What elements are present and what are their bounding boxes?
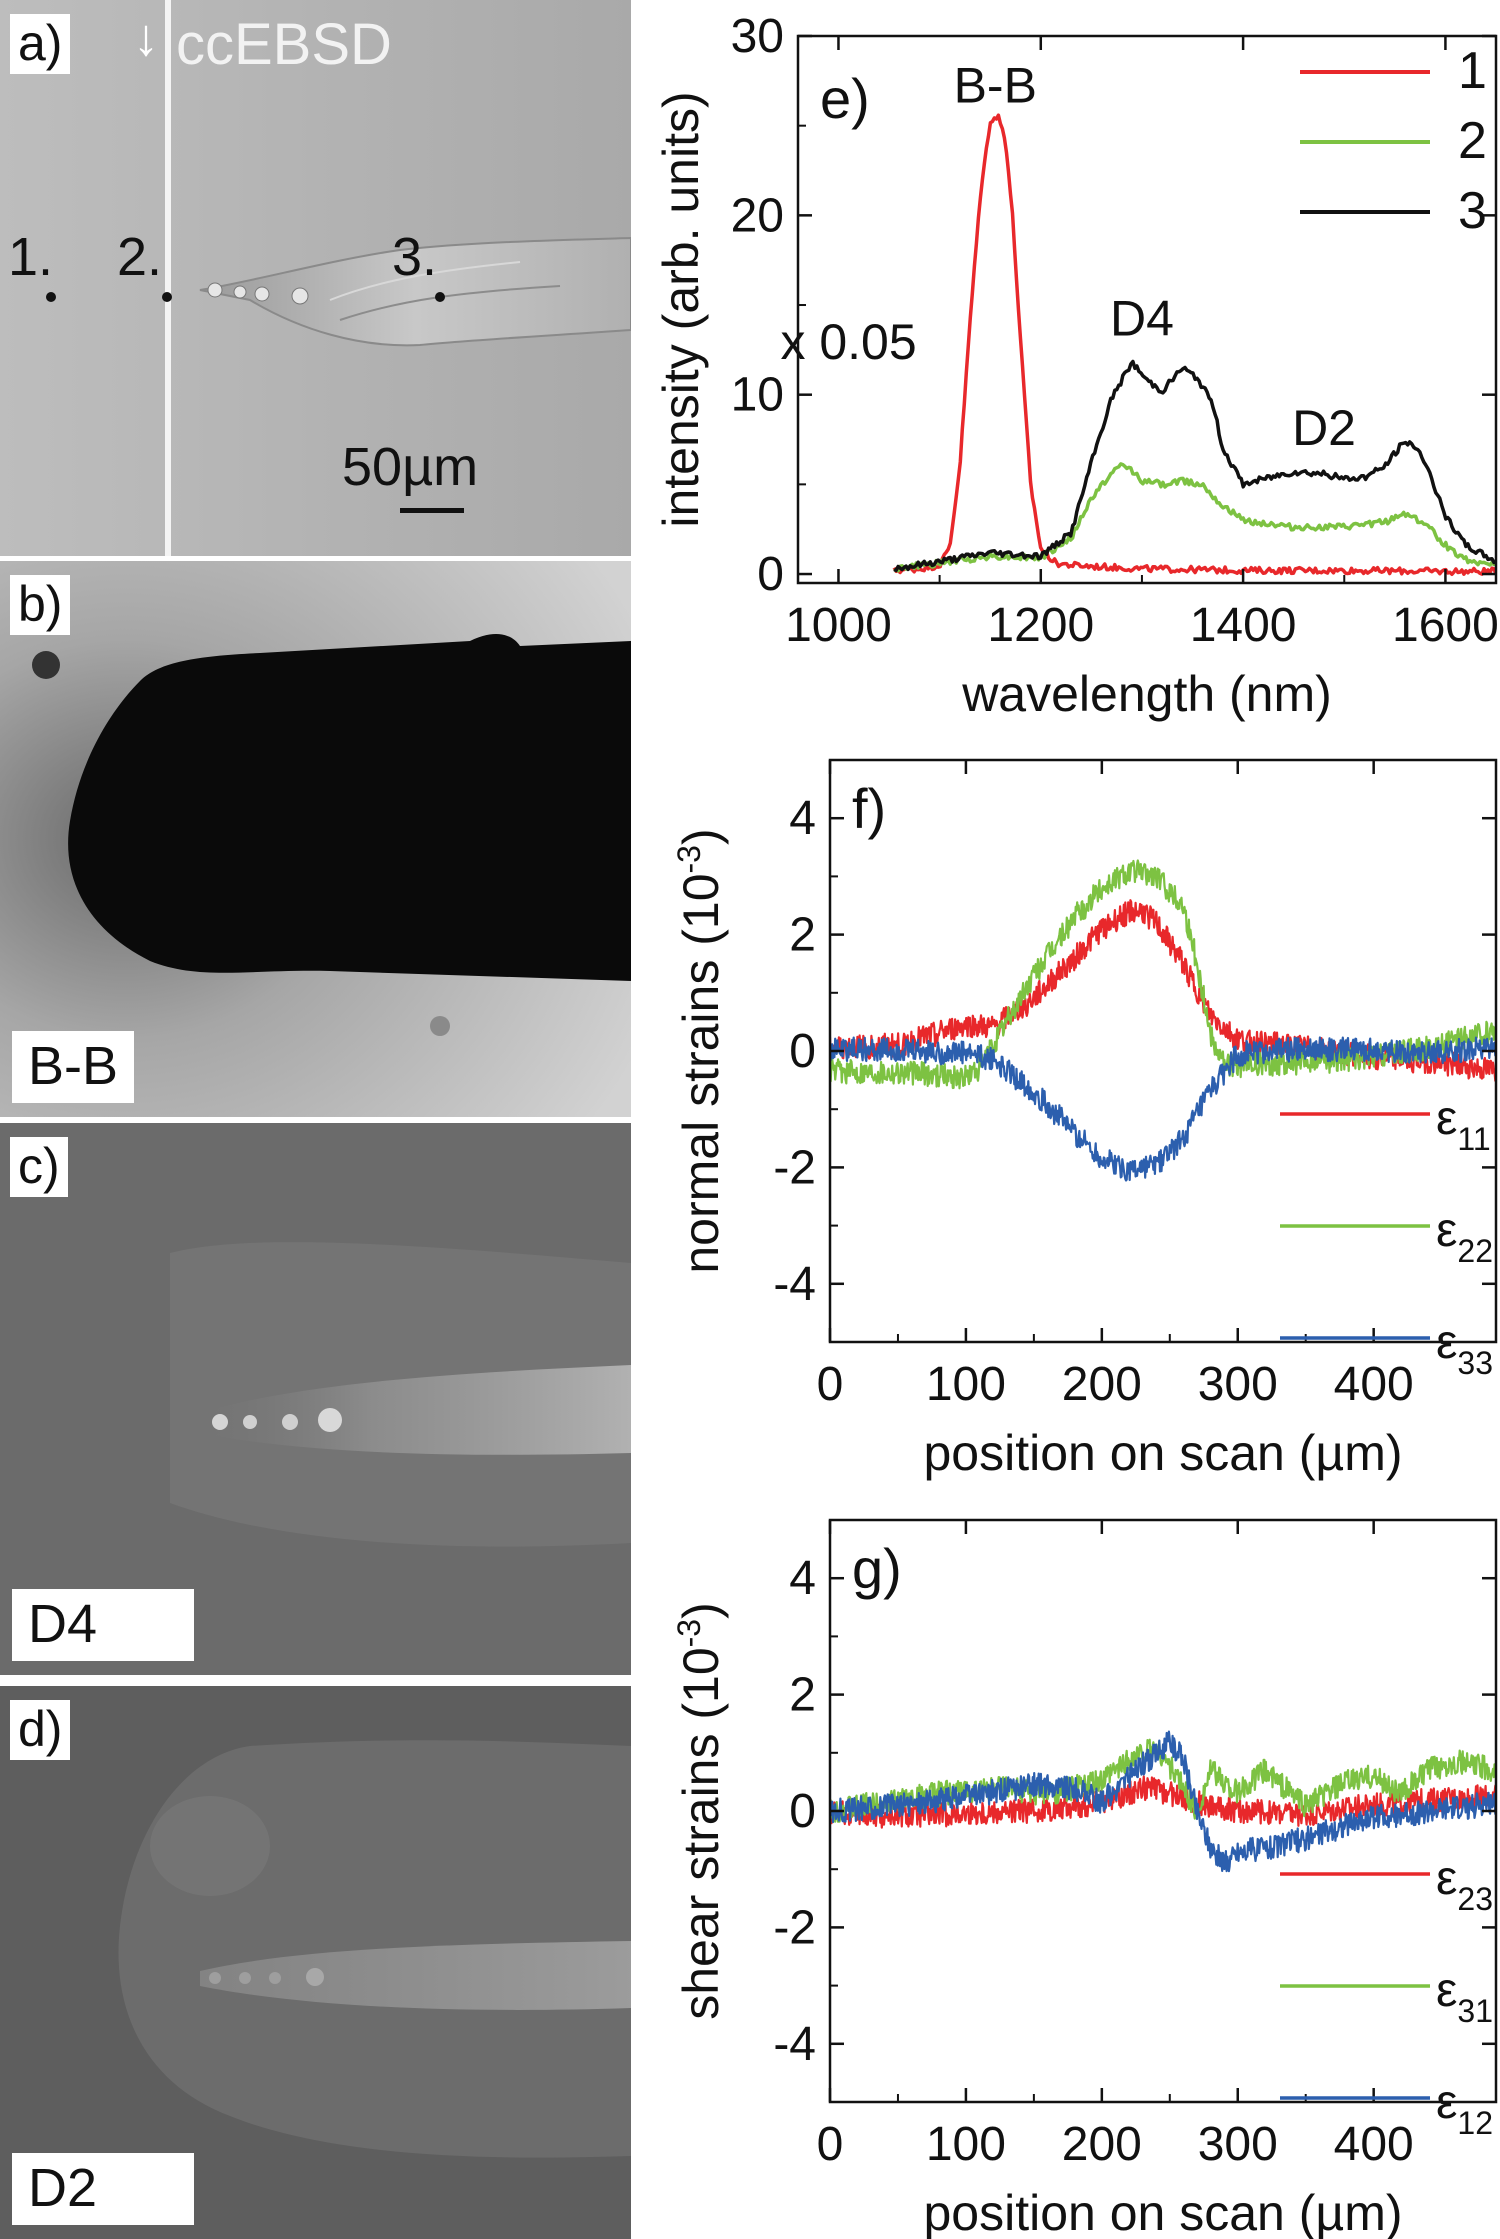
chart-g-ytick-label: 0 bbox=[789, 1785, 816, 1838]
scale-bar bbox=[400, 508, 464, 513]
chart-g-ytick-label: 2 bbox=[789, 1669, 816, 1722]
point-1-label: 1. bbox=[8, 227, 54, 287]
panel-d-tag: D2 bbox=[12, 2153, 194, 2225]
chart-g-series-ε12 bbox=[830, 1730, 1496, 1873]
chart-f: 0 100 200 300 400 -4 -2 0 2 4 position on scan (µm… bbox=[671, 758, 1498, 1481]
d2-glow bbox=[200, 1941, 631, 2010]
chart-g-xtick-label: 100 bbox=[926, 2118, 1006, 2171]
chart-f-ytick-label: 4 bbox=[789, 792, 816, 845]
indent-crack bbox=[199, 236, 631, 347]
chart-f-legend-label-1: ε22 bbox=[1436, 1204, 1493, 1269]
chart-g-series-group bbox=[830, 1730, 1496, 1873]
bb-cl-image bbox=[0, 561, 631, 1117]
chart-g-xlabel: position on scan (µm) bbox=[923, 2185, 1402, 2239]
chart-e-xtick-label: 1200 bbox=[987, 599, 1094, 652]
d4-cl-image bbox=[0, 1123, 631, 1675]
panel-c-label: c) bbox=[10, 1137, 68, 1197]
chart-e-annotation-2: D4 bbox=[1110, 291, 1174, 347]
chart-e-annotation-1: x 0.05 bbox=[780, 314, 916, 370]
chart-g: 0 100 200 300 400 -4 -2 0 2 4 position on scan (µm… bbox=[671, 1518, 1498, 2239]
chart-f-xtick-label: 300 bbox=[1198, 1358, 1278, 1411]
chart-e: 1000 1200 1400 1600 0 10 20 30 wavelength (nm) in… bbox=[653, 10, 1499, 722]
point-1-marker bbox=[46, 292, 56, 302]
panel-c-tag: D4 bbox=[12, 1589, 194, 1661]
chart-f-legend-label-0: ε11 bbox=[1436, 1092, 1491, 1157]
chart-f-xtick-label: 0 bbox=[817, 1358, 844, 1411]
ccebsd-label: ccEBSD bbox=[176, 12, 392, 77]
panel-a-label: a) bbox=[10, 14, 71, 74]
chart-f-xtick-label: 100 bbox=[926, 1358, 1006, 1411]
point-3-marker bbox=[435, 292, 445, 302]
chart-f-xlabel: position on scan (µm) bbox=[923, 1425, 1402, 1481]
chart-e-ytick-label: 0 bbox=[757, 548, 784, 601]
chart-e-series-3 bbox=[893, 359, 1496, 573]
chart-e-ylabel: intensity (arb. units) bbox=[653, 91, 709, 527]
chart-g-series-ε31 bbox=[830, 1738, 1496, 1823]
chart-g-legend-label-1: ε31 bbox=[1436, 1964, 1493, 2029]
chart-g-panel-label: g) bbox=[852, 1537, 902, 1600]
panel-b-tag: B-B bbox=[12, 1031, 135, 1103]
panel-a: a) ↓ ccEBSD 1. 2. 3. 50µm bbox=[0, 0, 631, 556]
chart-f-ytick-label: 2 bbox=[789, 909, 816, 962]
chart-e-legend-label-1: 1 bbox=[1458, 42, 1487, 100]
chart-f-ytick-label: 0 bbox=[789, 1025, 816, 1078]
panel-d: d) D2 bbox=[0, 1686, 631, 2239]
chart-e-series-2 bbox=[893, 462, 1496, 573]
chart-g-xtick-label: 0 bbox=[817, 2118, 844, 2171]
chart-f-ytick-label: -2 bbox=[773, 1141, 816, 1194]
chart-e-xlabel: wavelength (nm) bbox=[961, 666, 1332, 722]
chart-f-xtick-label: 200 bbox=[1062, 1358, 1142, 1411]
chart-e-legend-label-2: 2 bbox=[1458, 112, 1487, 170]
down-arrow-icon: ↓ bbox=[133, 9, 159, 67]
chart-f-legend-label-2: ε33 bbox=[1436, 1316, 1493, 1381]
chart-e-xtick-label: 1000 bbox=[785, 599, 892, 652]
point-2-label: 2. bbox=[117, 227, 163, 287]
chart-f-panel-label: f) bbox=[852, 777, 886, 840]
chart-e-ytick-label: 20 bbox=[731, 189, 784, 242]
chart-g-legend-label-2: ε12 bbox=[1436, 2076, 1493, 2141]
chart-f-ytick-label: -4 bbox=[773, 1258, 816, 1311]
chart-g-ytick-label: -4 bbox=[773, 2018, 816, 2071]
chart-g-legend-label-0: ε23 bbox=[1436, 1852, 1493, 1917]
chart-f-series-ε33 bbox=[830, 1036, 1496, 1182]
chart-g-xtick-label: 200 bbox=[1062, 2118, 1142, 2171]
chart-f-series-group bbox=[830, 859, 1496, 1182]
chart-e-frame bbox=[796, 34, 1498, 585]
chart-e-legend-label-3: 3 bbox=[1458, 182, 1487, 240]
chart-g-ytick-label: -2 bbox=[773, 1901, 816, 1954]
chart-e-series-group bbox=[892, 113, 1496, 577]
point-3-label: 3. bbox=[392, 227, 438, 287]
sem-image bbox=[0, 0, 631, 556]
chart-e-ytick-label: 30 bbox=[731, 10, 784, 63]
bb-dark-region bbox=[68, 634, 631, 981]
chart-e-xtick-label: 1600 bbox=[1392, 599, 1499, 652]
panel-b-label: b) bbox=[10, 575, 71, 635]
chart-g-xtick-label: 300 bbox=[1198, 2118, 1278, 2171]
chart-f-xtick-label: 400 bbox=[1334, 1358, 1414, 1411]
scale-bar-label: 50µm bbox=[342, 437, 479, 497]
d4-glow bbox=[200, 1365, 631, 1455]
chart-e-series-1 bbox=[892, 113, 1496, 577]
chart-e-ytick-label: 10 bbox=[731, 369, 784, 422]
d2-cl-image bbox=[0, 1686, 631, 2239]
panel-c: c) D4 bbox=[0, 1123, 631, 1675]
chart-g-ylabel: shear strains (10-3) bbox=[671, 1602, 729, 2020]
panel-b: b) B-B bbox=[0, 561, 631, 1117]
chart-g-xtick-label: 400 bbox=[1334, 2118, 1414, 2171]
chart-e-xtick-label: 1400 bbox=[1190, 599, 1297, 652]
panel-d-label: d) bbox=[10, 1700, 71, 1760]
chart-f-ylabel: normal strains (10-3) bbox=[671, 828, 729, 1273]
chart-e-annotation-3: D2 bbox=[1292, 400, 1356, 456]
chart-e-panel-label: e) bbox=[820, 67, 870, 130]
chart-g-ytick-label: 4 bbox=[789, 1552, 816, 1605]
point-2-marker bbox=[162, 292, 172, 302]
chart-e-annotation-0: B-B bbox=[954, 57, 1037, 113]
